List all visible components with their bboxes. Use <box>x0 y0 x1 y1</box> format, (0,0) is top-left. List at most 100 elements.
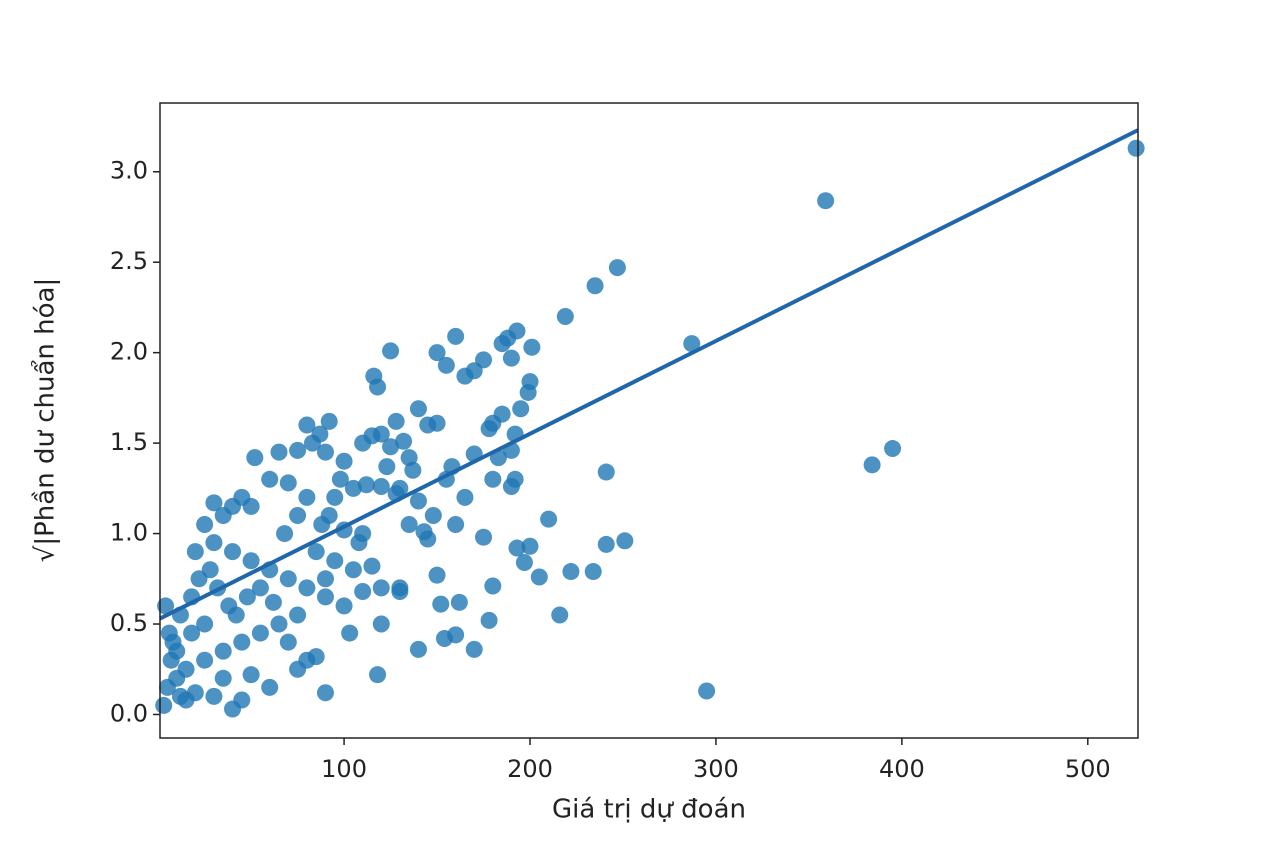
point <box>409 492 427 510</box>
point <box>586 277 604 295</box>
point <box>391 582 409 600</box>
point <box>608 259 626 277</box>
point <box>205 534 223 552</box>
point <box>311 425 329 443</box>
point <box>475 528 493 546</box>
point <box>372 615 390 633</box>
point <box>162 651 180 669</box>
point <box>357 476 375 494</box>
point <box>424 506 442 524</box>
point <box>307 648 325 666</box>
plot-frame <box>159 102 1139 739</box>
point <box>456 367 474 385</box>
point <box>515 554 533 572</box>
point <box>354 582 372 600</box>
point <box>521 537 539 555</box>
point <box>251 624 269 642</box>
y-axis-label: √|Phần dư chuẩn hóa| <box>30 278 61 562</box>
point <box>157 597 175 615</box>
point <box>354 525 372 543</box>
point <box>395 432 413 450</box>
point <box>551 606 569 624</box>
point <box>540 510 558 528</box>
point <box>227 606 245 624</box>
x-tick-label: 100 <box>321 755 367 783</box>
point <box>279 474 297 492</box>
point <box>382 438 400 456</box>
point <box>363 557 381 575</box>
point <box>331 470 349 488</box>
x-tick-label: 300 <box>693 755 739 783</box>
y-tick-label: 0.0 <box>110 699 148 727</box>
y-tick-label: 2.0 <box>110 338 148 366</box>
point <box>270 443 288 461</box>
point <box>382 342 400 360</box>
point <box>158 678 176 696</box>
point <box>456 488 474 506</box>
point <box>502 478 520 496</box>
point <box>264 593 282 611</box>
point <box>289 660 307 678</box>
x-tick-label: 500 <box>1065 755 1111 783</box>
point <box>484 577 502 595</box>
point <box>214 669 232 687</box>
point <box>341 624 359 642</box>
point <box>205 494 223 512</box>
x-tick-label: 200 <box>507 755 553 783</box>
point <box>316 443 334 461</box>
point <box>556 307 574 325</box>
point <box>530 568 548 586</box>
point <box>242 666 260 684</box>
y-tick-label: 3.0 <box>110 157 148 185</box>
y-tick-label: 0.5 <box>110 609 148 637</box>
point <box>261 678 279 696</box>
point <box>196 516 214 534</box>
point <box>196 651 214 669</box>
point <box>450 593 468 611</box>
point <box>372 478 390 496</box>
point <box>186 543 204 561</box>
point <box>344 479 362 497</box>
point <box>183 624 201 642</box>
point <box>519 383 537 401</box>
point <box>597 463 615 481</box>
point <box>480 420 498 438</box>
point <box>447 327 465 345</box>
point <box>512 400 530 418</box>
point <box>326 552 344 570</box>
point <box>432 595 450 613</box>
point <box>320 412 338 430</box>
point <box>242 552 260 570</box>
point <box>698 682 716 700</box>
point <box>251 579 269 597</box>
point <box>523 338 541 356</box>
point <box>884 440 902 458</box>
x-axis-label: Giá trị dự đoán <box>552 795 746 825</box>
point <box>279 633 297 651</box>
point <box>224 543 242 561</box>
point <box>616 532 634 550</box>
point <box>289 606 307 624</box>
point <box>409 400 427 418</box>
point <box>404 461 422 479</box>
point <box>298 488 316 506</box>
point <box>428 566 446 584</box>
point <box>316 684 334 702</box>
y-tick-label: 1.5 <box>110 428 148 456</box>
point <box>196 615 214 633</box>
y-tick-label: 1.0 <box>110 519 148 547</box>
point <box>261 470 279 488</box>
fit-line <box>159 128 1139 621</box>
point <box>372 579 390 597</box>
point <box>817 192 835 210</box>
y-tick-label: 2.5 <box>110 247 148 275</box>
point <box>502 349 520 367</box>
point <box>437 356 455 374</box>
point <box>246 449 264 467</box>
point <box>276 525 294 543</box>
point <box>435 629 453 647</box>
point <box>298 579 316 597</box>
point <box>270 615 288 633</box>
point <box>369 666 387 684</box>
